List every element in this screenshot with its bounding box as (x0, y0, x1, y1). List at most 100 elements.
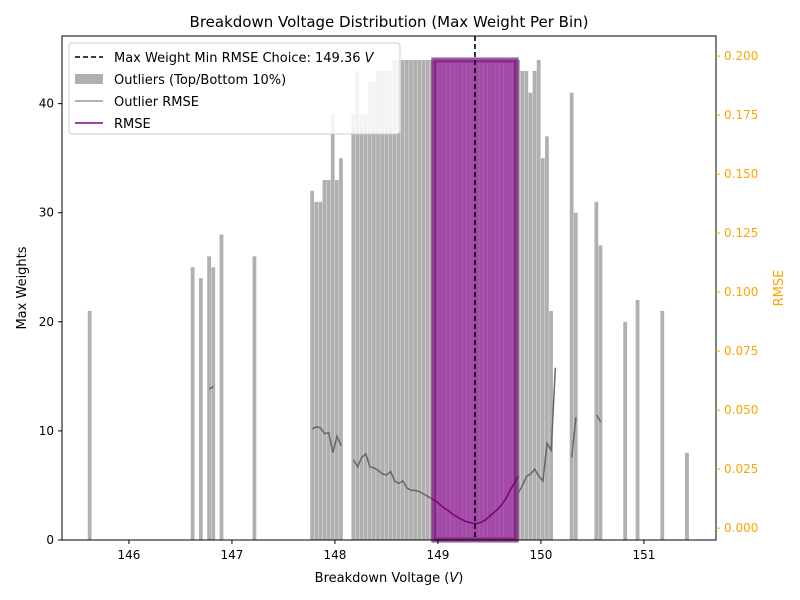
chart-title: Breakdown Voltage Distribution (Max Weig… (190, 13, 589, 31)
main-bar (483, 60, 488, 540)
y-axis-label: Max Weights (15, 246, 30, 329)
x-axis-label: Breakdown Voltage (V) (315, 571, 464, 586)
outlier-bar (198, 278, 203, 540)
main-bar (495, 60, 500, 540)
legend-outlier-rmse-label: Outlier RMSE (114, 95, 199, 110)
main-bar (442, 60, 447, 540)
outlier-bar (318, 201, 323, 540)
main-bar (454, 60, 459, 540)
main-bar (507, 60, 513, 540)
x-tick-label: 151 (632, 548, 655, 562)
outlier-bar (211, 267, 216, 540)
plot-frame (61, 35, 717, 541)
plot-lines (208, 36, 602, 540)
outlier-bar (396, 60, 401, 540)
main-bar (470, 60, 475, 540)
main-bar (503, 60, 508, 540)
outlier-bar (351, 114, 356, 541)
main-bar (437, 60, 443, 540)
y2-tick-label: 0.175 (724, 108, 758, 122)
legend-rmse-label: RMSE (114, 117, 151, 132)
y2-tick-label: 0.050 (724, 403, 758, 417)
outlier-bar (334, 180, 339, 540)
y2-tick-label: 0.125 (724, 226, 758, 240)
plot-bars (87, 57, 689, 543)
outlier-bar (400, 60, 405, 540)
y2-tick-label: 0.200 (724, 49, 758, 63)
y-tick-label: 30 (39, 206, 54, 220)
outlier-bar (314, 201, 319, 540)
outlier-bar (685, 452, 689, 540)
outlier-bar (372, 81, 376, 540)
outlier-bar (330, 114, 335, 541)
outlier-bar (532, 70, 537, 540)
rmse-line (431, 475, 519, 525)
outlier-bar (598, 245, 603, 540)
outlier-bar (190, 267, 195, 540)
x-tick-label: 150 (529, 548, 552, 562)
x-axis: 146 147 148 149 150 151 (117, 540, 655, 562)
outlier-bar (660, 310, 665, 540)
y2-axis-label: RMSE (772, 270, 787, 307)
main-bar (462, 60, 467, 540)
outlier-bar (404, 60, 409, 540)
outlier-bar (367, 81, 372, 540)
main-bar (446, 60, 451, 540)
outlier-bar (219, 234, 224, 541)
outlier-bar (413, 60, 417, 540)
outlier-bar (623, 321, 628, 540)
y-axis-right: 0.000 0.025 0.050 0.075 0.100 0.125 0.150 0.175… (716, 49, 758, 535)
main-bar (466, 60, 471, 540)
outlier-rmse-line (571, 417, 577, 458)
main-bar (487, 60, 492, 540)
x-tick-label: 148 (323, 548, 346, 562)
outlier-bar (87, 310, 92, 540)
outlier-bar (339, 158, 343, 540)
outlier-bar (540, 158, 545, 540)
outlier-bar (549, 310, 553, 540)
x-tick-label: 149 (426, 548, 449, 562)
y2-tick-label: 0.100 (724, 285, 758, 299)
y-axis-left: 0 10 20 30 40 (39, 97, 62, 547)
outlier-bar (322, 180, 327, 540)
outlier-bar (252, 256, 257, 540)
y2-tick-label: 0.000 (724, 521, 758, 535)
y-tick-label: 40 (39, 97, 54, 111)
y-tick-label: 0 (46, 533, 54, 547)
outlier-bar (545, 136, 549, 541)
outlier-bar (520, 70, 525, 540)
y2-tick-label: 0.150 (724, 167, 758, 181)
legend: Max Weight Min RMSE Choice: 149.36 V Out… (68, 42, 401, 135)
outlier-bar (409, 60, 413, 540)
outlier-bar (594, 201, 599, 540)
outlier-bar (524, 70, 529, 540)
x-tick-label: 147 (220, 548, 243, 562)
main-bar (491, 60, 496, 540)
main-bar (450, 60, 455, 540)
outlier-bar (359, 114, 364, 541)
legend-outlier-bars-swatch (75, 74, 103, 84)
outlier-bar (380, 70, 385, 540)
outlier-bar (425, 60, 430, 540)
outlier-bar (536, 60, 541, 540)
outlier-bar (384, 70, 389, 540)
outlier-bar (207, 256, 212, 540)
y2-tick-label: 0.075 (724, 344, 758, 358)
outlier-bar (573, 212, 578, 541)
outlier-bar (363, 114, 368, 541)
outlier-bar (421, 60, 426, 540)
legend-box (68, 42, 401, 135)
outlier-bar (528, 92, 533, 540)
outlier-bar (326, 180, 331, 540)
outlier-bar (310, 190, 314, 540)
outlier-bar (376, 70, 380, 540)
outlier-bar (388, 70, 393, 540)
outlier-rmse-line (311, 425, 342, 453)
y2-tick-label: 0.025 (724, 462, 758, 476)
outlier-bar (569, 92, 574, 540)
outlier-rmse-line (595, 414, 602, 423)
legend-choice-label: Max Weight Min RMSE Choice: 149.36 V (114, 51, 375, 66)
outlier-bar (635, 300, 640, 540)
y-tick-label: 20 (39, 315, 54, 329)
